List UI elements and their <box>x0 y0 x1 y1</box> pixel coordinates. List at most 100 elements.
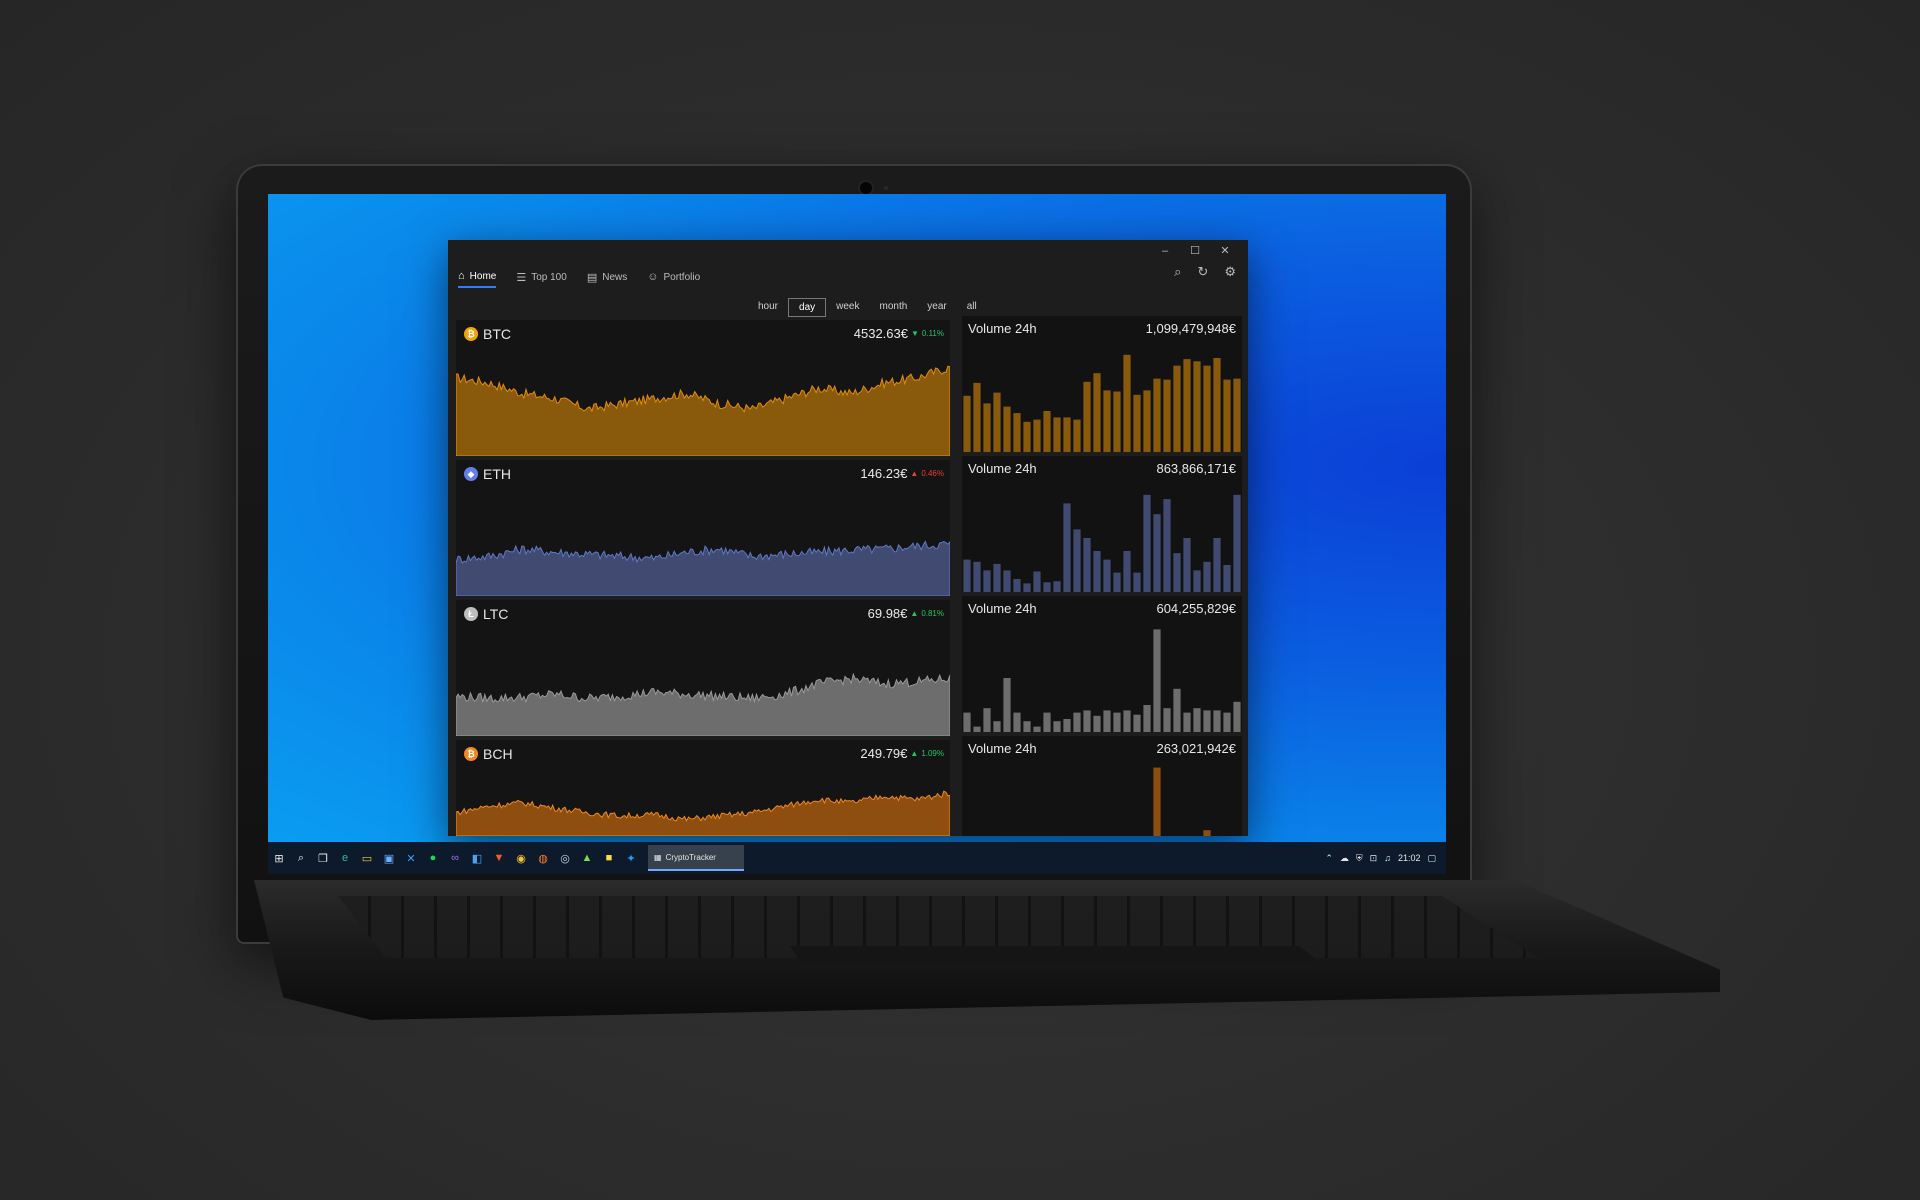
price-charts: ₿ BTC 4532.63€ ▼ 0.11% ◆ ETH 146.23€ ▲ <box>456 320 950 836</box>
range-tab-all[interactable]: all <box>966 301 977 312</box>
windows-start-icon[interactable]: ⊞ <box>274 852 284 865</box>
clock[interactable]: 21:02 <box>1397 853 1421 863</box>
volume-bar <box>1203 561 1211 592</box>
btc-volume-bars <box>963 354 1241 452</box>
volume-icon[interactable]: ♫ <box>1384 853 1391 863</box>
volume-bar <box>1153 629 1161 732</box>
taskbar-app-cryptotracker[interactable]: ▦ CryptoTracker <box>648 845 744 871</box>
webcam-led <box>884 186 888 190</box>
network-icon[interactable]: ⊡ <box>1369 852 1378 863</box>
gear-icon[interactable]: ⚙ <box>1224 264 1236 279</box>
nav-home-label: Home <box>469 270 497 282</box>
volume-card-ltc: Volume 24h 604,255,829€ <box>962 596 1242 732</box>
volume-bar <box>1223 379 1231 452</box>
volume-bar <box>963 395 971 452</box>
volume-bar <box>1173 365 1181 452</box>
volume-bar <box>1103 559 1111 592</box>
edge-icon[interactable]: e <box>341 852 349 864</box>
volume-label: Volume 24h <box>968 741 1037 756</box>
news-icon: ▤ <box>586 271 598 284</box>
volume-bar <box>1103 390 1111 452</box>
volume-bar <box>1163 379 1171 452</box>
btc-area-chart <box>456 365 950 456</box>
volume-bar <box>1213 710 1221 732</box>
volume-bar <box>1143 705 1151 732</box>
range-tab-month[interactable]: month <box>879 301 908 312</box>
volume-bar <box>1043 712 1051 732</box>
range-tab-week[interactable]: week <box>836 301 860 312</box>
arrow-up-icon: ▲ <box>910 469 919 478</box>
minimize-button[interactable]: – <box>1161 245 1169 257</box>
main-nav: ⌂ Home ☰ Top 100 ▤ News ☺ Portfolio <box>458 270 700 288</box>
volume-bar <box>973 561 981 592</box>
price-card-btc[interactable]: ₿ BTC 4532.63€ ▼ 0.11% <box>456 320 950 456</box>
volume-bar <box>1133 394 1141 452</box>
onedrive-icon[interactable]: ☁ <box>1339 852 1349 863</box>
maximize-button[interactable]: ☐ <box>1190 245 1200 257</box>
twitter-icon[interactable]: ✦ <box>626 852 636 865</box>
price-change: 1.09% <box>921 749 944 758</box>
bch-volume-bars <box>1153 767 1211 836</box>
litecoin-icon: Ł <box>464 607 478 621</box>
volume-bar <box>1003 678 1011 732</box>
vscode-icon[interactable]: ✕ <box>406 852 416 865</box>
volume-bar <box>1223 712 1231 732</box>
range-tab-year[interactable]: year <box>927 301 947 312</box>
store-icon[interactable]: ▣ <box>383 852 395 865</box>
volume-bar <box>1203 710 1211 732</box>
volume-bar <box>993 721 1001 732</box>
volume-bar <box>1163 708 1171 732</box>
volume-bar <box>1173 553 1181 592</box>
volume-bar <box>1013 413 1021 452</box>
volume-value: 263,021,942€ <box>1156 741 1236 756</box>
steam-icon[interactable]: ◎ <box>560 852 570 865</box>
arrow-up-icon: ▲ <box>910 609 919 618</box>
volume-bar <box>1193 708 1201 732</box>
volume-bar <box>1023 721 1031 732</box>
app-icon: ▦ <box>654 852 662 862</box>
task-view-icon[interactable]: ❐ <box>318 852 328 865</box>
android-studio-icon[interactable]: ▲ <box>581 852 593 864</box>
refresh-icon[interactable]: ↻ <box>1197 264 1209 279</box>
firefox-icon[interactable]: ◍ <box>538 852 548 865</box>
spotify-icon[interactable]: ● <box>429 852 437 864</box>
brave-icon[interactable]: ▼ <box>493 852 505 864</box>
volume-bar <box>1043 411 1051 452</box>
volume-bar <box>1033 419 1041 452</box>
notifications-icon[interactable]: ▢ <box>1427 852 1436 863</box>
coin-symbol: BCH <box>483 746 513 762</box>
price-card-bch[interactable]: ₿ BCH 249.79€ ▲ 1.09% <box>456 740 950 836</box>
range-tab-hour[interactable]: hour <box>758 301 779 312</box>
close-button[interactable]: ✕ <box>1220 245 1230 257</box>
nav-home[interactable]: ⌂ Home <box>458 270 497 288</box>
volume-bar <box>1193 570 1201 592</box>
price-area <box>456 790 950 836</box>
volume-bar <box>1143 390 1151 452</box>
sticky-notes-icon[interactable]: ■ <box>605 852 613 864</box>
chrome-icon[interactable]: ◉ <box>516 852 526 865</box>
nav-top-100-label: Top 100 <box>531 271 567 283</box>
window-controls: – ☐ ✕ <box>1150 242 1240 260</box>
search-icon[interactable]: ⌕ <box>297 851 305 864</box>
price-card-eth[interactable]: ◆ ETH 146.23€ ▲ 0.46% <box>456 460 950 596</box>
volume-bar <box>963 559 971 592</box>
search-icon[interactable]: ⌕ <box>1174 264 1182 279</box>
chevron-up-icon[interactable]: ⌃ <box>1325 852 1333 863</box>
visual-studio-icon[interactable]: ∞ <box>451 852 459 864</box>
volume-bar <box>1033 571 1041 592</box>
time-range-tabs: hour day week month year all <box>748 298 987 317</box>
price-card-ltc[interactable]: Ł LTC 69.98€ ▲ 0.81% <box>456 600 950 736</box>
volume-bar <box>1173 688 1181 732</box>
file-explorer-icon[interactable]: ▭ <box>361 852 373 865</box>
volume-bar <box>1023 421 1031 452</box>
nav-top-100[interactable]: ☰ Top 100 <box>516 270 566 288</box>
nav-news[interactable]: ▤ News <box>587 270 627 288</box>
vs-code-insiders-icon[interactable]: ◧ <box>471 852 483 865</box>
coin-header: Ł LTC <box>464 606 508 622</box>
nav-portfolio[interactable]: ☺ Portfolio <box>647 270 700 288</box>
range-tab-day[interactable]: day <box>788 298 827 317</box>
volume-bar <box>1213 538 1221 592</box>
volume-bar <box>1143 494 1151 592</box>
shield-icon[interactable]: ⛨ <box>1355 852 1363 863</box>
volume-bar <box>1053 721 1061 732</box>
